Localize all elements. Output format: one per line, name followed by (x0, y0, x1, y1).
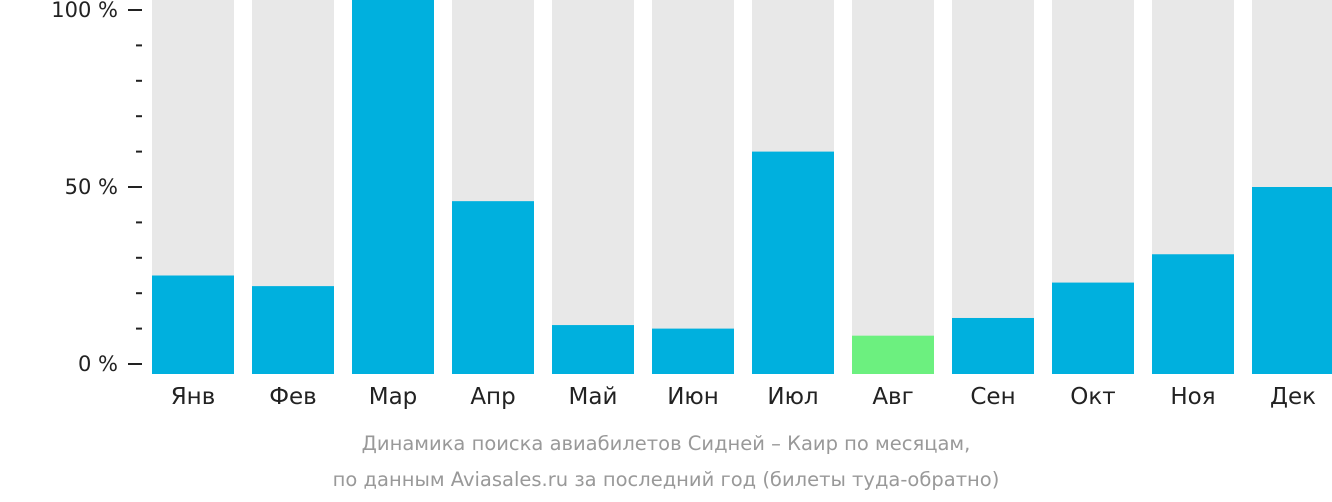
x-tick-label: Окт (1070, 384, 1115, 410)
x-tick-label: Май (569, 384, 618, 410)
x-tick-label: Авг (872, 384, 913, 410)
bar-Окт (1052, 282, 1134, 374)
bar-Июн (652, 328, 734, 374)
bar-background (952, 0, 1034, 374)
y-tick-label: 50 % (65, 175, 118, 199)
x-tick-label: Дек (1270, 384, 1316, 410)
bar-Май (552, 325, 634, 374)
bar-background (552, 0, 634, 374)
x-tick-label: Мар (369, 384, 418, 410)
y-tick-label: 0 % (78, 352, 118, 376)
x-tick-label: Июн (667, 384, 719, 410)
bar-Фев (252, 286, 334, 374)
y-tick-label: 100 % (51, 0, 118, 22)
bar-Ноя (1152, 254, 1234, 374)
bar-Янв (152, 275, 234, 374)
x-tick-label: Янв (171, 384, 216, 410)
bar-background (852, 0, 934, 374)
x-tick-label: Ноя (1170, 384, 1215, 410)
bar-background (652, 0, 734, 374)
x-tick-label: Фев (269, 384, 317, 410)
chart-caption-line-1: Динамика поиска авиабилетов Сидней – Каи… (361, 432, 971, 455)
x-tick-label: Июл (767, 384, 818, 410)
bar-Дек (1252, 187, 1332, 374)
bar-Июл (752, 151, 834, 374)
bar-Апр (452, 201, 534, 374)
x-tick-label: Апр (470, 384, 515, 410)
bar-Авг (852, 335, 934, 374)
x-tick-label: Сен (970, 384, 1015, 410)
bar-Сен (952, 317, 1034, 374)
bar-chart: 0 % 50 % 100 % Янв Фев Мар Апр Май Июн Июл Авг Сен О… (51, 0, 1332, 410)
bar-Мар (352, 0, 434, 374)
chart-caption-line-2: по данным Aviasales.ru за последний год … (332, 468, 1000, 491)
